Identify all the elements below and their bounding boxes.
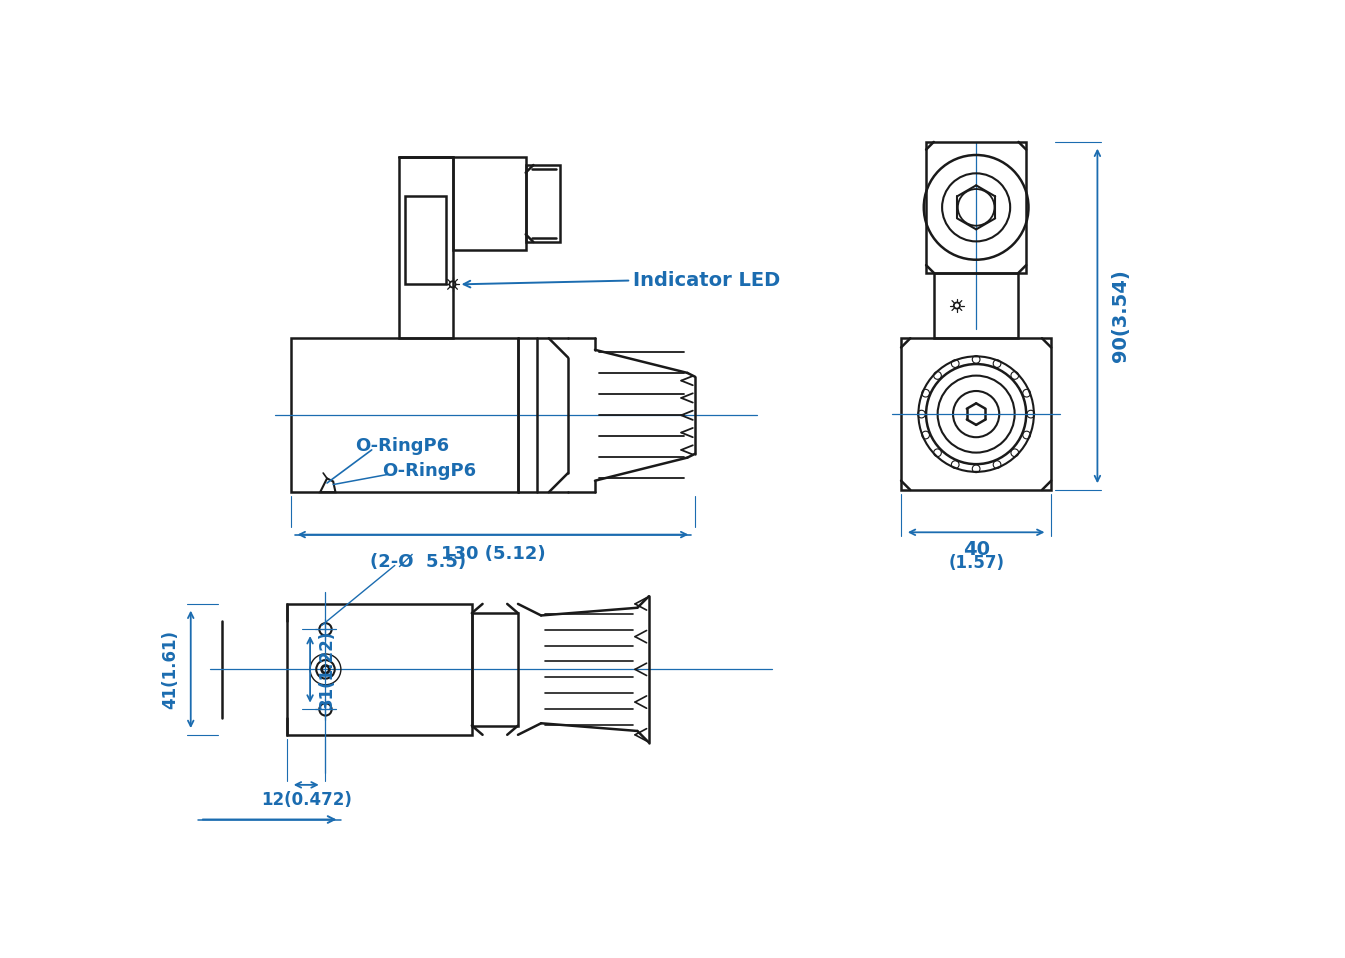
Bar bbox=[291, 338, 518, 492]
Text: Indicator LED: Indicator LED bbox=[633, 271, 780, 290]
Text: O-RingP6: O-RingP6 bbox=[355, 437, 449, 455]
Text: (2-Ø  5.5): (2-Ø 5.5) bbox=[370, 553, 465, 571]
Bar bbox=[472, 613, 518, 725]
Text: 40: 40 bbox=[963, 539, 990, 559]
Bar bbox=[405, 195, 447, 285]
Text: 130 (5.12): 130 (5.12) bbox=[441, 545, 545, 563]
Text: 41(1.61): 41(1.61) bbox=[161, 629, 180, 709]
Bar bbox=[901, 338, 1052, 490]
Text: O-RingP6: O-RingP6 bbox=[382, 462, 476, 480]
Bar bbox=[927, 142, 1026, 273]
Text: 12(0.472): 12(0.472) bbox=[261, 791, 351, 810]
Text: 31(1.22): 31(1.22) bbox=[317, 629, 336, 709]
Bar bbox=[286, 604, 472, 735]
Text: (1.57): (1.57) bbox=[948, 554, 1005, 572]
Bar bbox=[452, 157, 526, 250]
Bar bbox=[398, 157, 452, 338]
Bar bbox=[933, 273, 1018, 338]
Text: 90(3.54): 90(3.54) bbox=[1111, 269, 1130, 362]
Bar bbox=[526, 165, 561, 242]
